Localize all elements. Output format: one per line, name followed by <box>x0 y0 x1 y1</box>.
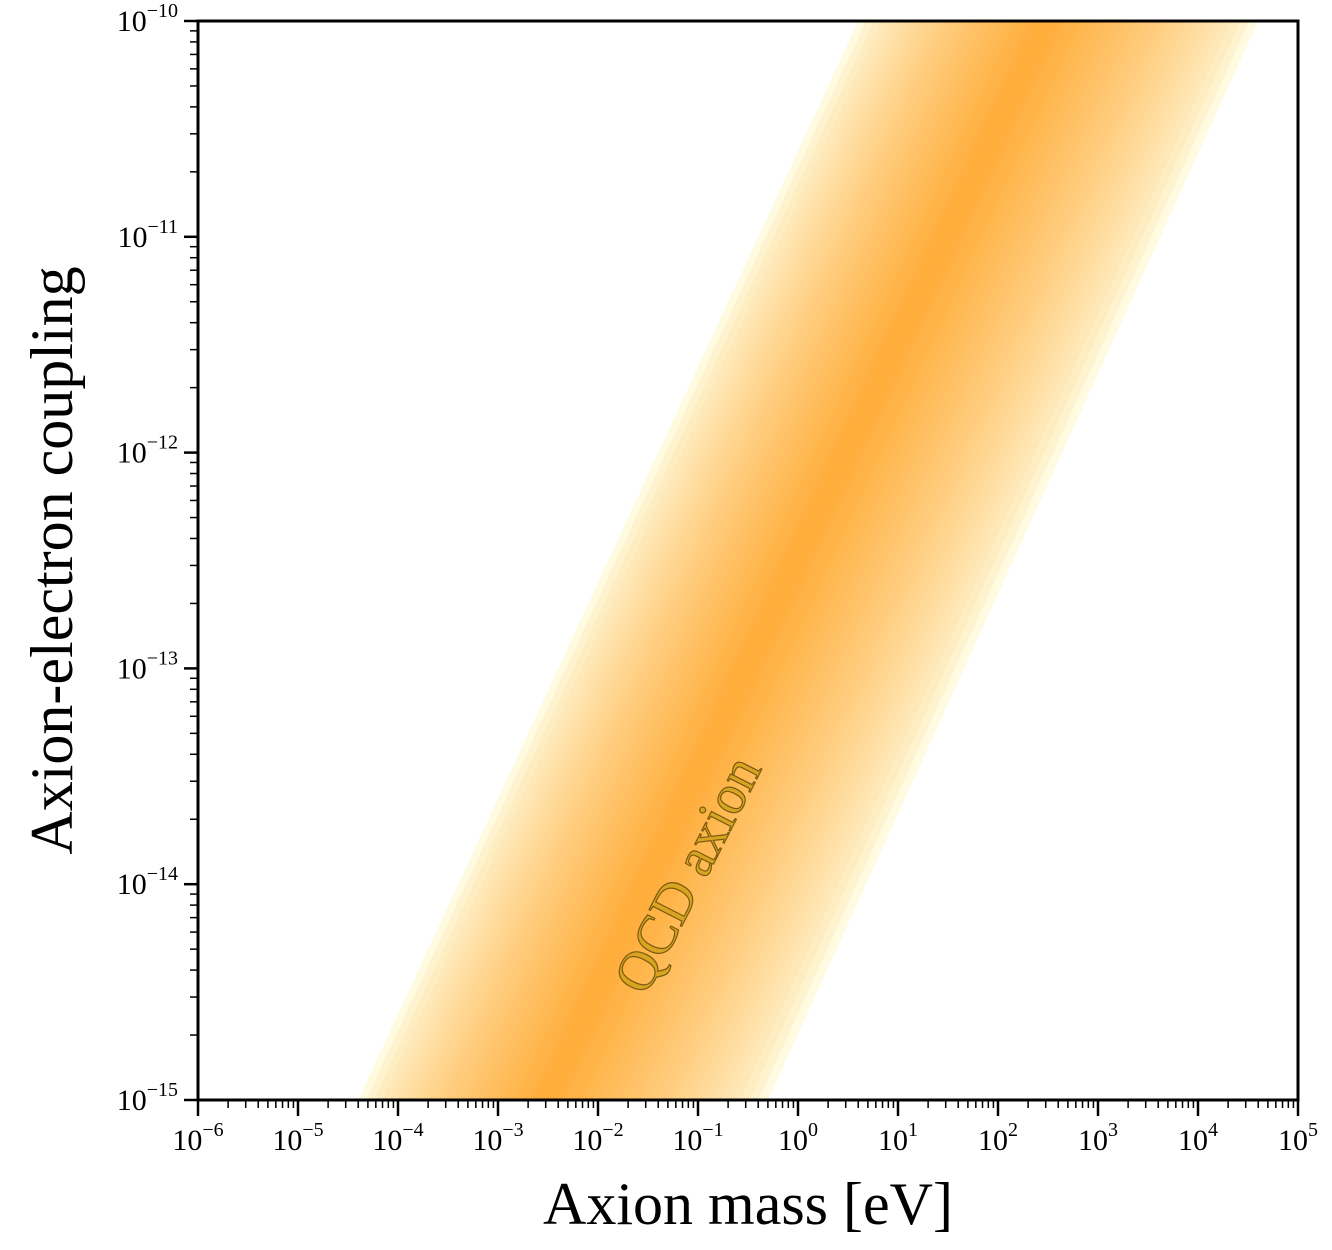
y-tick-label: 10−13 <box>117 647 178 685</box>
qcd-axion-band <box>358 21 1259 1100</box>
x-tick-label: 101 <box>878 1119 918 1157</box>
x-tick-label: 100 <box>778 1119 818 1157</box>
x-tick-label: 105 <box>1278 1119 1318 1157</box>
x-tick-label: 10−3 <box>472 1119 523 1157</box>
x-axis-title: Axion mass [eV] <box>543 1171 953 1237</box>
x-tick-label: 10−4 <box>372 1119 423 1157</box>
x-tick-label: 10−6 <box>172 1119 223 1157</box>
y-tick-label: 10−10 <box>117 0 178 38</box>
band-layer-23 <box>537 21 1055 1100</box>
x-tick-label: 10−1 <box>672 1119 723 1157</box>
x-tick-label: 103 <box>1078 1119 1118 1157</box>
y-tick-label: 10−12 <box>117 432 178 470</box>
y-tick-label: 10−11 <box>117 216 178 254</box>
x-tick-label: 10−2 <box>572 1119 623 1157</box>
y-axis-title: Axion-electron coupling <box>19 266 85 854</box>
y-axis-ticks: 10−15 10−14 10−13 10−12 10−11 10−10 <box>117 0 198 1117</box>
x-tick-label: 102 <box>978 1119 1018 1157</box>
y-tick-label: 10−15 <box>117 1079 178 1117</box>
plot-frame <box>196 19 1300 1102</box>
x-axis-ticks: 10−6 10−5 10−4 10−3 10−2 10−1 100 101 102 103 104 1… <box>172 1100 1318 1157</box>
x-tick-label: 104 <box>1178 1119 1218 1157</box>
y-tick-label: 10−14 <box>117 863 178 901</box>
x-tick-label: 10−5 <box>272 1119 323 1157</box>
